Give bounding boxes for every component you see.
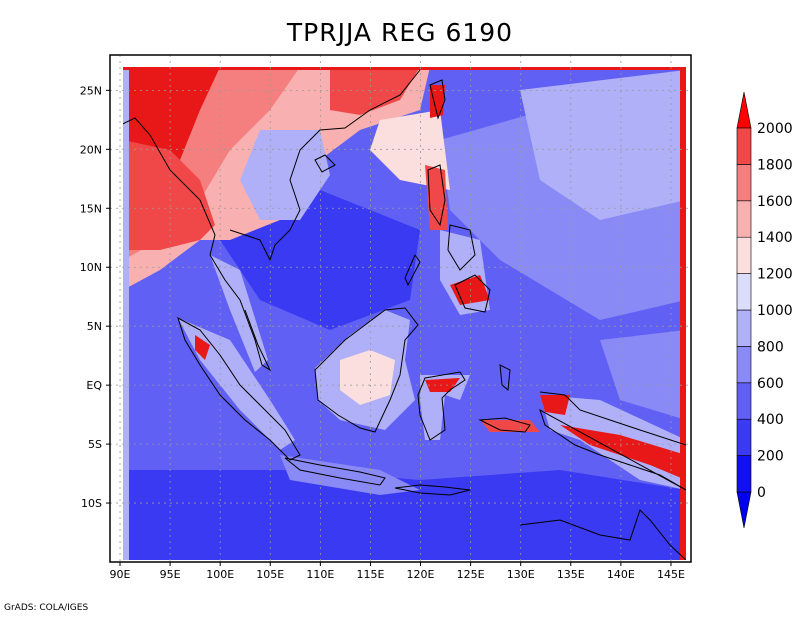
colorbar-under-triangle <box>736 491 752 529</box>
colorbar-level-label: 1000 <box>757 303 793 319</box>
lon-tick-label: 130E <box>507 568 535 581</box>
colorbar-level-label: 800 <box>757 339 784 355</box>
lon-tick-label: 115E <box>356 568 384 581</box>
colorbar-swatch <box>736 382 752 420</box>
colorbar-level-label: 0 <box>757 485 766 501</box>
colorbar-level-label: 1200 <box>757 267 793 283</box>
lon-tick-label: 120E <box>407 568 435 581</box>
lon-tick-label: 110E <box>306 568 334 581</box>
colorbar-level-label: 1600 <box>757 194 793 210</box>
lon-tick-label: 105E <box>256 568 284 581</box>
lon-tick-label: 135E <box>557 568 585 581</box>
lat-tick-label: 25N <box>80 84 102 97</box>
longitude-labels: 90E 95E 100E 105E 110E 115E 120E 125E 130E 135E 14… <box>110 562 685 581</box>
map-title: TPRJJA REG 6190 <box>286 18 514 47</box>
colorbar-level-label: 600 <box>757 376 784 392</box>
colorbar-swatch <box>736 346 752 384</box>
lat-tick-label: 15N <box>80 202 102 215</box>
lat-tick-label: 10S <box>81 497 102 510</box>
lat-tick-label: 5N <box>87 320 102 333</box>
lon-tick-label: 90E <box>110 568 131 581</box>
colorbar-swatch <box>736 418 752 456</box>
lon-tick-label: 95E <box>160 568 181 581</box>
lon-tick-label: 140E <box>607 568 635 581</box>
grads-credit: GrADS: COLA/IGES <box>4 603 89 613</box>
map-gridlines <box>110 55 691 562</box>
colorbar-level-label: 400 <box>757 412 784 428</box>
lat-tick-label: 20N <box>80 143 102 156</box>
lat-tick-label: EQ <box>86 379 102 392</box>
colorbar-over-triangle <box>736 91 752 129</box>
coastlines <box>123 69 686 560</box>
precip-field <box>123 67 686 560</box>
colorbar-level-label: 1400 <box>757 230 793 246</box>
colorbar-swatch <box>736 127 752 165</box>
lat-tick-label: 5S <box>88 438 102 451</box>
colorbar-swatch <box>736 200 752 238</box>
colorbar-level-label: 1800 <box>757 157 793 173</box>
colorbar-swatch <box>736 273 752 311</box>
colorbar-level-label: 200 <box>757 449 784 465</box>
map-frame <box>109 54 692 563</box>
colorbar-swatch <box>736 309 752 347</box>
latitude-labels: 10S 5S EQ 5N 10N 15N 20N 25N <box>80 84 110 510</box>
colorbar-swatch <box>736 455 752 493</box>
lon-tick-label: 125E <box>457 568 485 581</box>
colorbar-swatch <box>736 164 752 202</box>
colorbar: 0 200 400 600 800 1000 1200 1400 1600 1800 2000 <box>736 91 793 529</box>
colorbar-swatch <box>736 236 752 274</box>
lon-tick-label: 100E <box>206 568 234 581</box>
lon-tick-label: 145E <box>657 568 685 581</box>
colorbar-level-label: 2000 <box>757 121 793 137</box>
lat-tick-label: 10N <box>80 261 102 274</box>
